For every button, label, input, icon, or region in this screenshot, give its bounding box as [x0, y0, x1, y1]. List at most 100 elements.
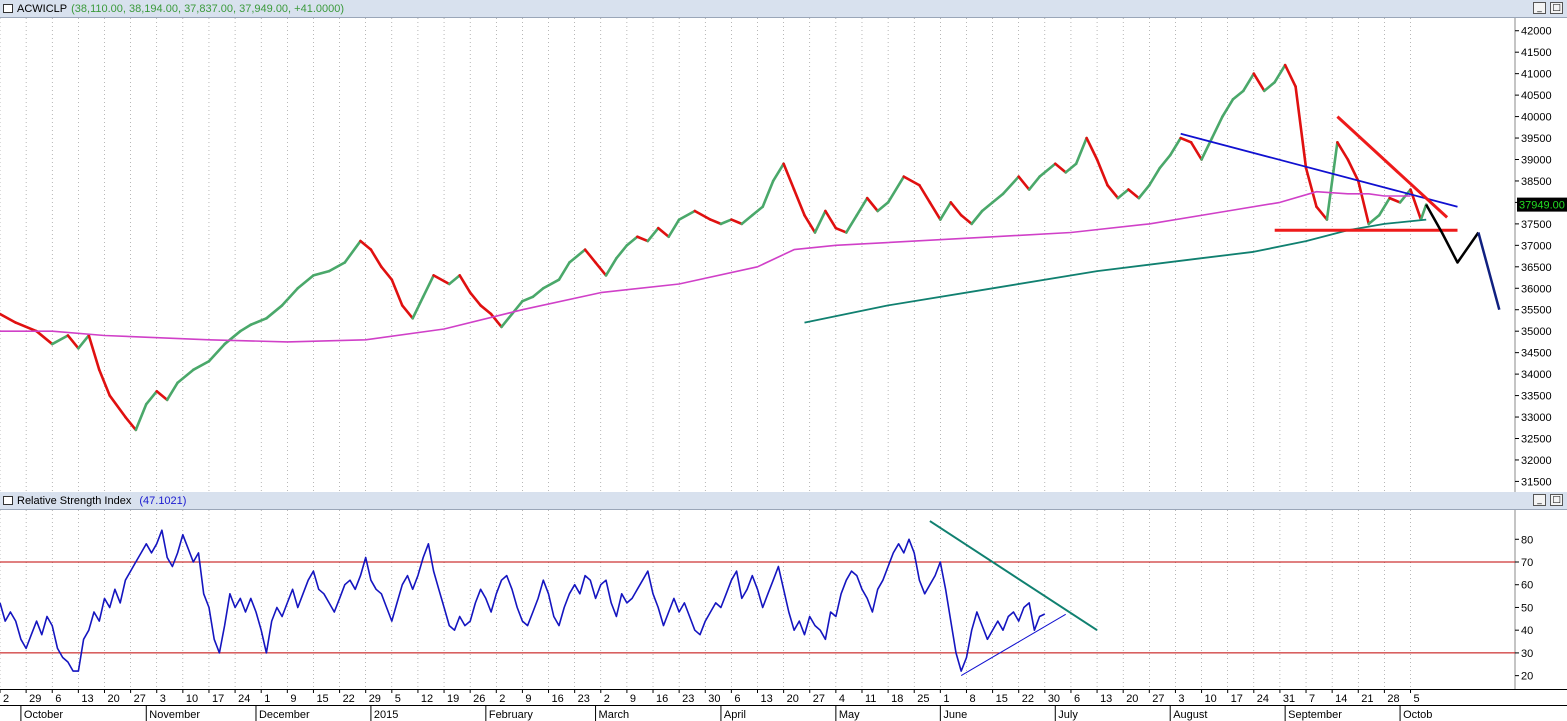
price-segment-up — [1273, 63, 1287, 84]
month-label: Octob — [1403, 709, 1432, 721]
rsi-chart[interactable]: 20 30 40 50 60 70 80 — [0, 510, 1567, 689]
moving-average-teal — [804, 218, 1427, 324]
price-segment-up — [1074, 136, 1088, 166]
pane-toggle-box[interactable] — [3, 496, 13, 505]
day-label: 23 — [682, 693, 694, 705]
day-label: 25 — [917, 693, 929, 705]
projection-line-navy — [1477, 232, 1501, 311]
rsi-title: Relative Strength Index — [17, 494, 132, 507]
day-label: 1 — [264, 693, 270, 705]
price-segment-up — [750, 205, 765, 217]
price-segment-up — [970, 209, 984, 226]
price-segment-up — [740, 213, 754, 226]
price-segment-down — [66, 334, 80, 350]
day-label: 27 — [1152, 693, 1164, 705]
day-label: 17 — [1231, 693, 1243, 705]
y-tick-label: 42000 — [1521, 26, 1552, 38]
y-tick-label: 41500 — [1521, 47, 1552, 59]
price-segment-down — [928, 201, 942, 221]
price-segment-up — [531, 286, 545, 299]
last-value-badge — [1517, 197, 1567, 212]
price-segment-down — [489, 312, 503, 329]
y-tick-label: 36500 — [1521, 262, 1552, 274]
price-segment-up — [1064, 162, 1078, 174]
month-label: May — [839, 709, 860, 721]
price-segment-down — [155, 389, 169, 402]
price-segment-up — [646, 226, 660, 243]
price-segment-up — [677, 209, 697, 221]
price-segment-down — [949, 201, 963, 217]
pane-toggle-box[interactable] — [3, 4, 13, 13]
day-label: 17 — [212, 693, 224, 705]
day-label: 12 — [421, 693, 433, 705]
maximize-pane-button[interactable]: □ — [1550, 494, 1563, 506]
price-segment-down — [390, 278, 404, 307]
y-tick-label: 39500 — [1521, 133, 1552, 145]
price-segment-down — [1315, 205, 1329, 221]
price-segment-down — [1189, 141, 1203, 161]
minimize-pane-button[interactable]: _ — [1533, 494, 1546, 506]
rsi-value: (47.1021) — [139, 494, 187, 507]
price-segment-up — [1116, 188, 1130, 200]
maximize-pane-button[interactable]: □ — [1550, 2, 1563, 14]
price-segment-down — [1304, 166, 1318, 209]
price-segment-up — [719, 218, 733, 226]
day-label: 22 — [343, 693, 355, 705]
day-label: 30 — [1048, 693, 1060, 705]
price-segment-up — [761, 179, 775, 209]
day-label: 6 — [55, 693, 61, 705]
price-segment-down — [782, 162, 796, 191]
y-tick-label: 35000 — [1521, 326, 1552, 338]
day-label: 6 — [734, 693, 740, 705]
y-tick-label: 33500 — [1521, 391, 1552, 403]
month-label: April — [724, 709, 746, 721]
price-segment-down — [636, 235, 650, 243]
day-label: 20 — [1126, 693, 1138, 705]
day-label: 2 — [499, 693, 505, 705]
day-label: 14 — [1335, 693, 1347, 705]
y-tick-label: 40 — [1521, 625, 1533, 637]
price-segment-up — [343, 239, 362, 264]
price-segment-up — [500, 312, 514, 329]
price-segment-down — [834, 226, 848, 234]
price-segment-down — [583, 248, 597, 264]
y-tick-label: 50 — [1521, 602, 1533, 614]
day-label: 27 — [134, 693, 146, 705]
price-segment-down — [359, 239, 373, 251]
price-segment-up — [1231, 89, 1245, 101]
price-segment-down — [369, 248, 383, 269]
price-segment-down — [1017, 175, 1031, 191]
price-segment-up — [1325, 141, 1339, 221]
minimize-pane-button[interactable]: _ — [1533, 2, 1546, 14]
price-segment-down — [1095, 158, 1109, 187]
price-chart[interactable]: 31500 32000 32500 33000 33500 34000 34500 35000… — [0, 18, 1567, 492]
price-segment-up — [411, 295, 425, 320]
day-label: 1 — [943, 693, 949, 705]
price-segment-down — [1085, 136, 1099, 161]
month-label: July — [1058, 709, 1078, 721]
price-segment-up — [939, 201, 953, 221]
price-segment-up — [1419, 203, 1428, 221]
y-tick-label: 60 — [1521, 580, 1533, 592]
day-label: 18 — [891, 693, 903, 705]
day-label: 13 — [761, 693, 773, 705]
day-label: 6 — [1074, 693, 1080, 705]
price-segment-up — [886, 175, 906, 204]
trendline-red — [1336, 115, 1449, 219]
price-segment-down — [1106, 183, 1120, 200]
price-segment-up — [1242, 72, 1256, 93]
price-segment-up — [1158, 153, 1172, 170]
price-segment-up — [50, 334, 70, 346]
price-segment-up — [280, 286, 300, 307]
day-label: 30 — [708, 693, 720, 705]
rsi-pane-title-bar: Relative Strength Index (47.1021) _ □ — [0, 492, 1567, 510]
price-segment-down — [709, 218, 723, 226]
price-segment-up — [421, 274, 435, 299]
price-segment-up — [991, 192, 1005, 204]
y-tick-label: 31500 — [1521, 476, 1552, 488]
price-segment-up — [1210, 115, 1224, 140]
price-segment-down — [1388, 196, 1402, 204]
price-segment-up — [77, 334, 91, 350]
price-segment-up — [1001, 175, 1021, 196]
price-segment-down — [803, 213, 817, 234]
